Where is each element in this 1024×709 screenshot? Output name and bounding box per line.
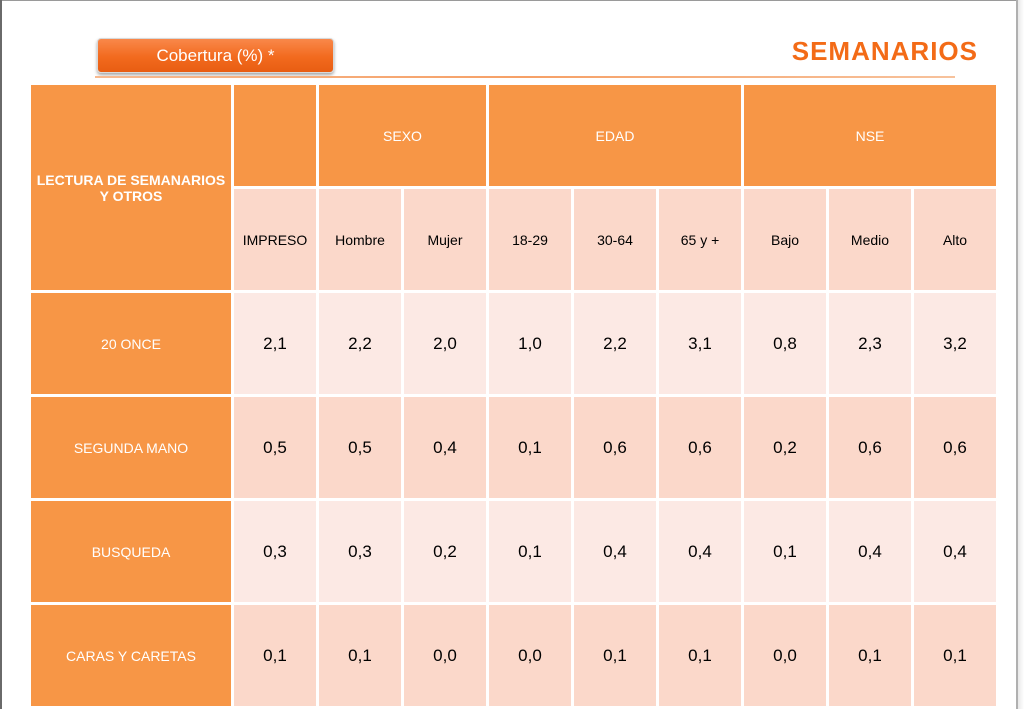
value-cell: 0,4 <box>656 498 744 605</box>
value-cell: 0,1 <box>571 602 659 709</box>
header-divider <box>95 76 955 78</box>
subheader-cell: Medio <box>826 186 914 293</box>
subheader-cell: 30-64 <box>571 186 659 293</box>
value-cell: 3,1 <box>656 290 744 397</box>
row-label: CARAS Y CARETAS <box>28 602 234 709</box>
value-cell: 0,1 <box>486 394 574 501</box>
value-cell: 0,4 <box>401 394 489 501</box>
value-cell: 2,0 <box>401 290 489 397</box>
table-row: BUSQUEDA 0,3 0,3 0,2 0,1 0,4 0,4 0,1 0,4… <box>28 498 999 605</box>
value-cell: 0,1 <box>316 602 404 709</box>
page-title: SEMANARIOS <box>791 36 978 66</box>
value-cell: 0,1 <box>826 602 914 709</box>
value-cell: 0,0 <box>401 602 489 709</box>
value-cell: 0,5 <box>316 394 404 501</box>
subheader-cell: Hombre <box>316 186 404 293</box>
table-row: 20 ONCE 2,1 2,2 2,0 1,0 2,2 3,1 0,8 2,3 … <box>28 290 999 397</box>
value-cell: 0,1 <box>486 498 574 605</box>
table-row: CARAS Y CARETAS 0,1 0,1 0,0 0,0 0,1 0,1 … <box>28 602 999 709</box>
subheader-cell: Bajo <box>741 186 829 293</box>
value-cell: 0,0 <box>741 602 829 709</box>
frame-top-border <box>0 0 1024 1</box>
subheader-cell: 65 y + <box>656 186 744 293</box>
coverage-table: LECTURA DE SEMANARIOS Y OTROS SEXO EDAD … <box>28 82 999 709</box>
value-cell: 0,0 <box>486 602 574 709</box>
subheader-cell: Alto <box>911 186 999 293</box>
value-cell: 0,6 <box>911 394 999 501</box>
group-header-edad: EDAD <box>486 82 744 189</box>
value-cell: 0,4 <box>571 498 659 605</box>
row-label: BUSQUEDA <box>28 498 234 605</box>
value-cell: 0,1 <box>656 602 744 709</box>
table-corner-header: LECTURA DE SEMANARIOS Y OTROS <box>28 82 234 293</box>
row-label: SEGUNDA MANO <box>28 394 234 501</box>
row-label: 20 ONCE <box>28 290 234 397</box>
coverage-badge-label: Cobertura (%) * <box>156 45 275 65</box>
value-cell: 0,5 <box>231 394 319 501</box>
group-header-row: LECTURA DE SEMANARIOS Y OTROS SEXO EDAD … <box>28 82 999 293</box>
subheader-cell: Mujer <box>401 186 489 293</box>
subheader-cell: 18-29 <box>486 186 574 293</box>
group-header-sexo: SEXO <box>316 82 489 189</box>
value-cell: 2,2 <box>316 290 404 397</box>
value-cell: 1,0 <box>486 290 574 397</box>
value-cell: 0,6 <box>656 394 744 501</box>
subheader-cell: IMPRESO <box>231 186 319 293</box>
frame-right-shadow <box>1018 0 1024 709</box>
value-cell: 0,2 <box>401 498 489 605</box>
group-header-impreso <box>231 82 319 189</box>
value-cell: 0,6 <box>826 394 914 501</box>
value-cell: 0,8 <box>741 290 829 397</box>
group-header-nse: NSE <box>741 82 999 189</box>
coverage-badge: Cobertura (%) * <box>97 38 334 73</box>
value-cell: 2,3 <box>826 290 914 397</box>
value-cell: 0,3 <box>316 498 404 605</box>
table-row: SEGUNDA MANO 0,5 0,5 0,4 0,1 0,6 0,6 0,2… <box>28 394 999 501</box>
value-cell: 0,2 <box>741 394 829 501</box>
value-cell: 0,4 <box>826 498 914 605</box>
value-cell: 0,6 <box>571 394 659 501</box>
value-cell: 0,3 <box>231 498 319 605</box>
value-cell: 2,2 <box>571 290 659 397</box>
value-cell: 0,1 <box>911 602 999 709</box>
value-cell: 2,1 <box>231 290 319 397</box>
value-cell: 0,4 <box>911 498 999 605</box>
value-cell: 0,1 <box>741 498 829 605</box>
frame-right-border <box>1016 0 1018 709</box>
value-cell: 3,2 <box>911 290 999 397</box>
subheader-row: IMPRESO Hombre Mujer 18-29 30-64 65 y + … <box>30 186 999 293</box>
value-cell: 0,1 <box>231 602 319 709</box>
frame-left-border <box>0 0 2 709</box>
